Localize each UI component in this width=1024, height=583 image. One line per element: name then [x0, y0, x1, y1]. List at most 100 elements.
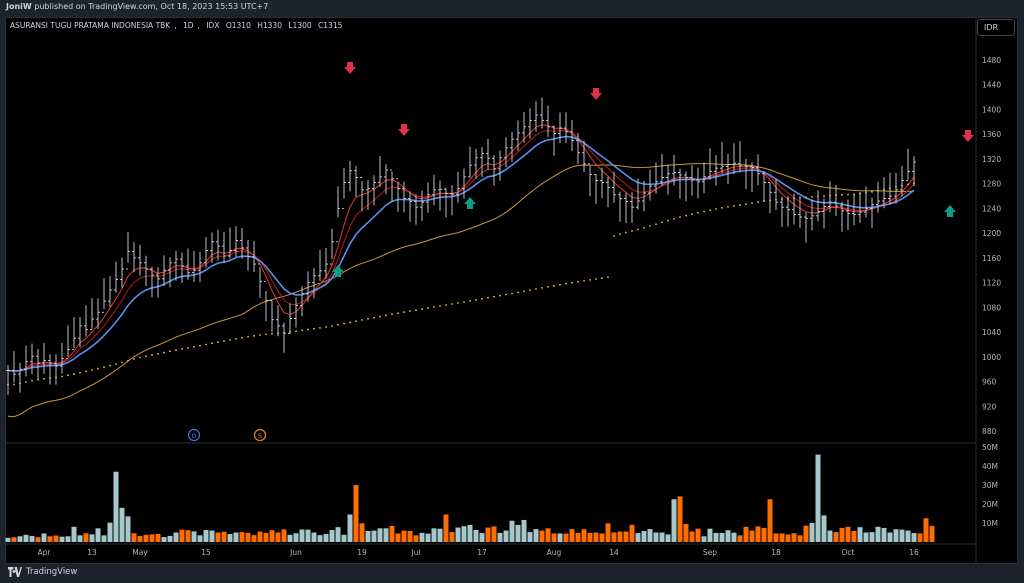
- volume-bar: [659, 532, 665, 542]
- volume-bar: [503, 530, 509, 542]
- time-axis-label: 14: [609, 548, 619, 557]
- price-bar: [714, 155, 718, 186]
- symbol-interval: 1D: [183, 21, 194, 30]
- volume-bar: [389, 525, 395, 542]
- volume-bar: [233, 532, 239, 542]
- volume-bar: [875, 526, 881, 542]
- ma-dotted-point: [619, 233, 621, 236]
- ma-dotted-point: [439, 305, 441, 307]
- ma-dotted-point: [499, 294, 501, 297]
- ma-dotted-point: [385, 314, 387, 317]
- time-axis-label: May: [132, 548, 148, 557]
- volume-bar: [257, 531, 263, 542]
- ma-dotted-point: [139, 356, 141, 359]
- volume-bar: [299, 529, 305, 542]
- ma-dotted-point: [811, 195, 813, 198]
- volume-tick-label: 20M: [982, 500, 998, 509]
- price-tick-label: 1320: [982, 155, 1001, 164]
- ma-dotted-point: [43, 377, 45, 380]
- volume-bar: [557, 533, 563, 542]
- volume-bar: [569, 529, 575, 542]
- ma-dotted-point: [451, 303, 453, 305]
- price-bar: [84, 305, 88, 337]
- buy-arrow-icon: [464, 197, 476, 209]
- ma-dotted-point: [355, 320, 357, 323]
- ma-dotted-point: [493, 295, 495, 298]
- price-bar: [510, 131, 514, 162]
- ma-dotted-point: [805, 196, 807, 199]
- footer-brand-text: TradingView: [26, 567, 78, 577]
- buy-arrow-icon: [332, 265, 344, 277]
- price-bar: [516, 120, 520, 151]
- price-bar: [678, 168, 682, 199]
- price-bar: [360, 177, 364, 212]
- price-bar: [906, 148, 910, 182]
- time-axis-label: 13: [87, 548, 97, 557]
- price-tick-label: 1400: [982, 105, 1001, 114]
- ma-dotted-point: [643, 226, 645, 229]
- volume-bar: [71, 526, 77, 542]
- ma-dotted-point: [631, 230, 633, 232]
- symbol-exchange: IDX: [206, 21, 220, 30]
- footer-brand[interactable]: TradingView: [8, 567, 77, 577]
- price-bar: [690, 165, 694, 196]
- price-bar: [726, 153, 730, 185]
- price-bar: [402, 181, 406, 213]
- price-bar: [630, 192, 634, 223]
- ma-dotted-point: [547, 285, 549, 288]
- price-bar: [756, 154, 760, 186]
- ma-dotted-point: [463, 301, 465, 303]
- author-name[interactable]: JoniW: [6, 2, 32, 11]
- volume-bar: [719, 532, 725, 542]
- price-bar: [30, 343, 34, 375]
- chart-area[interactable]: [5, 17, 1018, 564]
- price-bar: [522, 112, 526, 143]
- price-bar: [18, 362, 22, 393]
- ma-dotted-point: [541, 287, 543, 289]
- volume-bar: [431, 528, 437, 542]
- price-bar: [546, 105, 550, 137]
- ma-dotted-point: [181, 348, 183, 350]
- currency-button[interactable]: IDR: [977, 19, 1015, 36]
- volume-bar: [413, 535, 419, 542]
- price-bar: [612, 171, 616, 203]
- volume-bar: [767, 499, 773, 542]
- volume-bar: [269, 530, 275, 542]
- volume-bar: [125, 516, 131, 542]
- volume-bar: [779, 533, 785, 542]
- volume-bar: [671, 499, 677, 542]
- price-bar: [486, 138, 490, 170]
- price-bar: [144, 255, 148, 287]
- price-bar: [540, 97, 544, 129]
- ma-dotted-point: [163, 351, 165, 354]
- price-bar: [480, 147, 484, 178]
- volume-bar: [101, 535, 107, 542]
- ma-dotted-point: [265, 333, 267, 336]
- price-bar: [456, 171, 460, 203]
- volume-bar: [149, 534, 155, 542]
- price-bar: [378, 155, 382, 188]
- price-bar: [114, 261, 118, 293]
- ma-dotted-point: [241, 336, 243, 339]
- ma-dotted-point: [691, 213, 693, 216]
- volume-bar: [797, 535, 803, 542]
- price-bar: [306, 271, 310, 302]
- price-bar: [846, 199, 850, 231]
- price-bar: [222, 231, 226, 264]
- symbol-name[interactable]: ASURANSI TUGU PRATAMA INDONESIA TBK: [10, 21, 171, 30]
- ma-dotted-point: [85, 370, 87, 373]
- volume-bar: [155, 534, 161, 542]
- price-bar: [438, 180, 442, 211]
- ma-dotted-point: [67, 374, 69, 377]
- ma-dotted-point: [637, 228, 639, 231]
- price-bar: [534, 101, 538, 132]
- ma-dotted-point: [625, 231, 627, 234]
- time-axis-label: 19: [357, 548, 367, 557]
- ma-dotted-point: [709, 209, 711, 212]
- ma-dotted-point: [715, 208, 717, 210]
- price-bar: [36, 348, 40, 380]
- price-bar: [708, 148, 712, 180]
- volume-bar: [323, 534, 329, 542]
- price-bar: [210, 232, 214, 263]
